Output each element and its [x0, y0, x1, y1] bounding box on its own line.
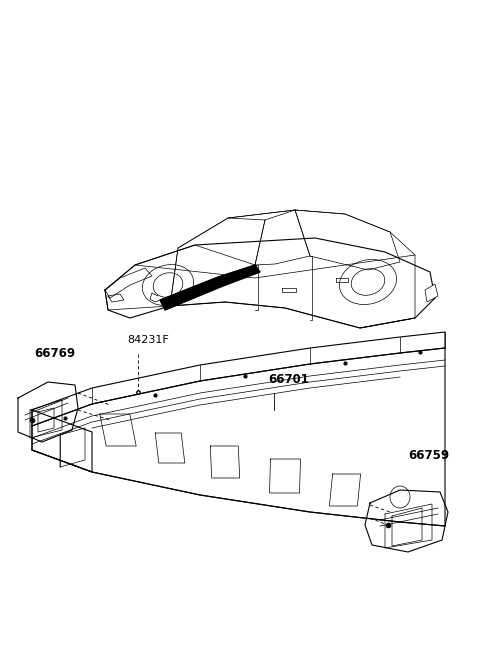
Text: 66701: 66701: [268, 373, 309, 386]
Polygon shape: [425, 284, 438, 302]
Polygon shape: [160, 265, 260, 310]
Text: 84231F: 84231F: [127, 335, 169, 345]
Text: 66759: 66759: [408, 449, 449, 462]
Text: 66769: 66769: [35, 347, 75, 360]
